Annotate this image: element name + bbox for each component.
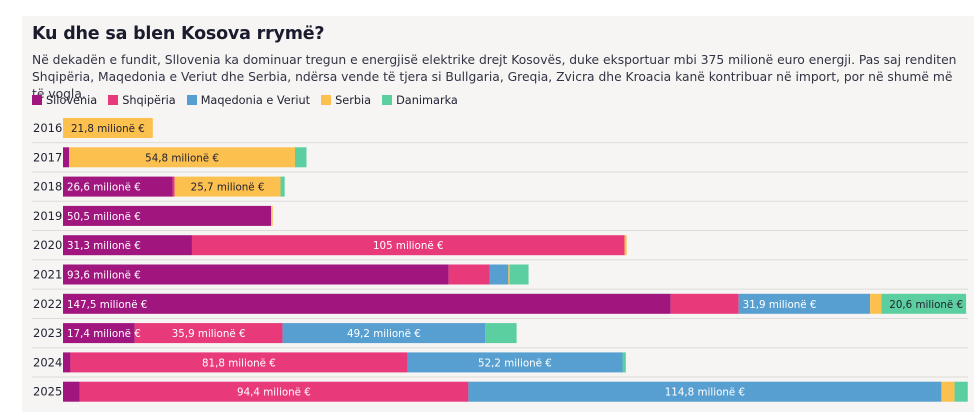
data-label-2018-sllovenia: 26,6 milionë € [67,182,141,194]
legend-swatch [382,95,393,105]
bar-2019-sllovenia [63,205,272,226]
bar-2022-serbia [870,293,882,314]
data-label-2017-serbia: 54,8 milionë € [145,152,219,164]
y-axis-label-2023: 2023 [33,326,62,340]
chart-title: Ku dhe sa blen Kosova rrymë? [32,24,325,44]
legend-item-sllovenia: Sllovenia [32,94,97,107]
bar-2022-danimarka [881,293,967,314]
data-label-2023-maqedonia-e-veriut: 49,2 milionë € [347,328,421,340]
bar-2017-serbia [69,147,295,168]
y-axis-label-2024: 2024 [33,355,62,369]
legend-item-danimarka: Danimarka [382,94,458,107]
data-label-2022-maqedonia-e-veriut: 31,9 milionë € [743,299,817,311]
bar-2022-maqedonia-e-veriut [738,293,871,314]
bar-2021-sllovenia [63,264,449,285]
bar-2021-serbia [508,264,510,285]
bar-2025-shqiperia [79,381,469,402]
bar-2022-sllovenia [63,293,671,314]
y-axis-label-2019: 2019 [33,209,62,223]
bar-2025-danimarka [954,381,968,402]
y-axis-label-2022: 2022 [33,297,62,311]
legend-item-serbia: Serbia [321,94,371,107]
legend-item-maqedonia-e-veriut: Maqedonia e Veriut [186,93,311,107]
bar-2019-serbia [271,205,273,226]
bar-2021-maqedonia-e-veriut [489,264,509,285]
data-label-2020-shqiperia: 105 milionë € [373,240,444,252]
bar-2023-sllovenia [63,323,135,344]
legend-swatch [186,95,197,105]
data-label-2025-shqiperia: 94,4 milionë € [237,387,311,399]
data-label-2019-sllovenia: 50,5 milionë € [67,211,141,223]
y-axis-label-2020: 2020 [33,238,62,252]
data-label-2016-serbia: 21,8 milionë € [71,123,145,135]
bar-2018-shqiperia [172,176,175,197]
legend-label: Maqedonia e Veriut [200,93,311,107]
bar-2025-sllovenia [63,381,80,402]
legend-swatch [321,95,332,105]
chart-subtitle: Në dekadën e fundit, Sllovenia ka dominu… [32,53,957,101]
legend-label: Danimarka [396,93,458,107]
y-axis-label-2025: 2025 [33,385,62,399]
bar-2018-danimarka [280,176,285,197]
bar-2017-danimarka [294,147,307,168]
y-axis-label-2018: 2018 [33,180,62,194]
legend-label: Shqipëria [122,93,176,107]
data-label-2024-shqiperia: 81,8 milionë € [202,357,276,369]
legend-item-shqiperia: Shqipëria [108,93,176,107]
bar-2024-maqedonia-e-veriut [407,352,623,373]
y-axis-label-2016: 2016 [33,121,62,135]
bar-2024-danimarka [622,352,626,373]
data-label-2018-serbia: 25,7 milionë € [191,182,265,194]
bar-2025-maqedonia-e-veriut [468,381,942,402]
bar-2018-serbia [174,176,281,197]
data-label-2020-sllovenia: 31,3 milionë € [67,240,141,252]
bar-2017-sllovenia [63,147,70,168]
data-label-2025-maqedonia-e-veriut: 114,8 milionë € [665,387,745,399]
bar-2022-shqiperia [670,293,739,314]
y-axis-label-2021: 2021 [33,268,62,282]
legend-swatch [32,95,42,105]
bar-2020-shqiperia [191,235,625,256]
bar-2023-danimarka [485,323,517,344]
data-label-2022-danimarka: 20,6 milionë € [889,299,963,311]
bar-2018-sllovenia [63,176,173,197]
y-axis-label-2017: 2017 [33,150,62,164]
bar-2020-sllovenia [63,235,192,256]
bar-2023-shqiperia [134,323,283,344]
legend-swatch [108,95,119,105]
legend-label: Sllovenia [46,93,98,107]
bar-2024-shqiperia [70,352,408,373]
bar-2024-sllovenia [63,352,71,373]
bar-2021-shqiperia [448,264,490,285]
bar-2020-serbia [624,235,627,256]
data-label-2022-sllovenia: 147,5 milionë € [67,299,147,311]
chart-legend: Sllovenia Shqipëria Maqedonia e Veriut Serb… [32,93,469,107]
data-label-2021-sllovenia: 93,6 milionë € [67,270,141,282]
data-label-2023-sllovenia: 17,4 milionë € [67,328,141,340]
bar-2016-serbia [63,118,153,138]
bar-2021-danimarka [509,264,529,285]
legend-label: Serbia [335,93,372,107]
data-label-2023-shqiperia: 35,9 milionë € [172,328,246,340]
data-label-2024-maqedonia-e-veriut: 52,2 milionë € [478,357,552,369]
bar-2025-serbia [941,381,955,402]
bar-2023-maqedonia-e-veriut [282,323,486,344]
